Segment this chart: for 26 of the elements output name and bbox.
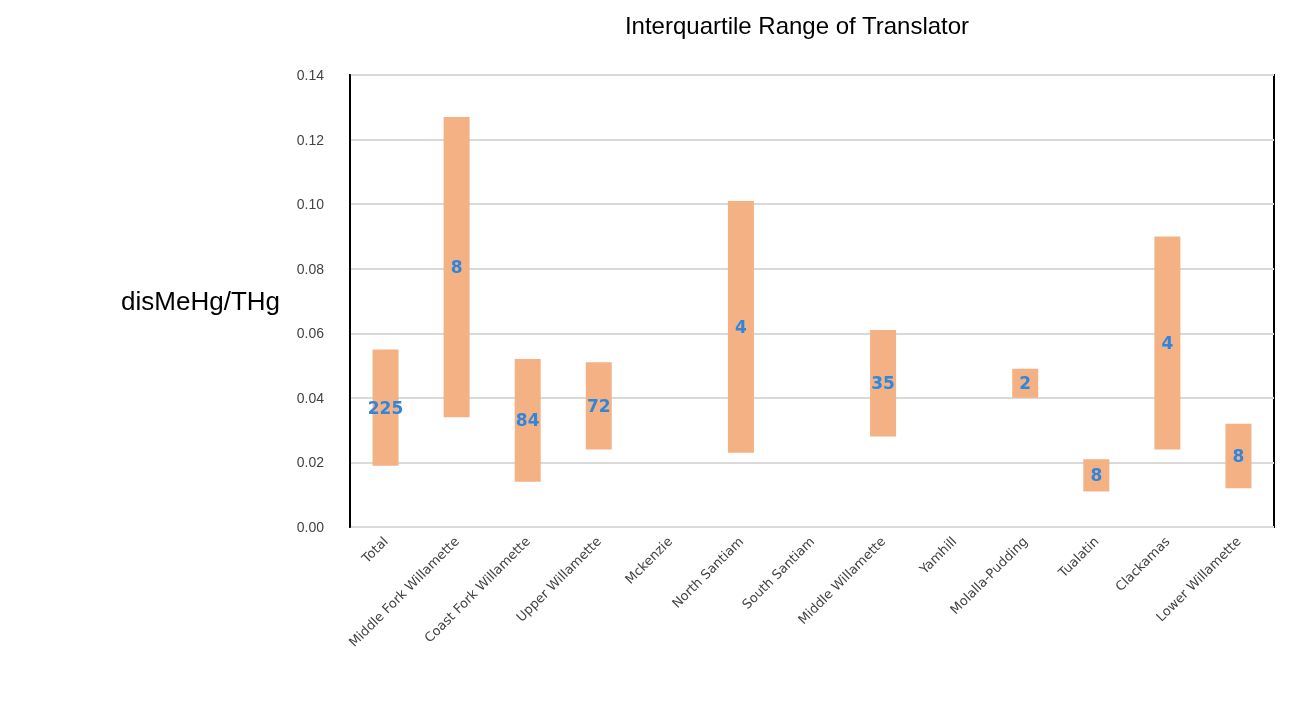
annotation: 8 xyxy=(1232,445,1245,466)
annotation: 4 xyxy=(735,316,747,337)
y-tick-label: 0.06 xyxy=(296,325,325,342)
annotation: 84 xyxy=(515,410,540,431)
annotation: 72 xyxy=(586,395,611,416)
y-tick-label: 0.00 xyxy=(296,519,325,535)
y-tick-label: 0.14 xyxy=(296,67,325,83)
bar xyxy=(1225,423,1252,489)
bar xyxy=(870,330,897,437)
y-axis-title: disMeHg/THg xyxy=(121,286,280,316)
y-tick-label: 0.08 xyxy=(296,260,325,277)
bar xyxy=(585,362,612,450)
bar xyxy=(727,200,754,453)
annotation: 8 xyxy=(450,257,463,278)
bar xyxy=(443,116,470,418)
annotation: 35 xyxy=(871,373,895,394)
chart-title: Interquartile Range of Translator xyxy=(624,11,970,39)
bar xyxy=(514,359,541,482)
y-tick-label: 0.12 xyxy=(296,131,325,148)
y-tick-label: 0.04 xyxy=(296,389,325,406)
annotation: 8 xyxy=(1090,465,1103,486)
y-tick-label: 0.02 xyxy=(296,454,325,471)
bar xyxy=(1154,236,1181,450)
y-tick-label: 0.10 xyxy=(296,196,325,213)
annotation: 4 xyxy=(1161,332,1174,353)
annotation: 2 xyxy=(1019,373,1032,394)
